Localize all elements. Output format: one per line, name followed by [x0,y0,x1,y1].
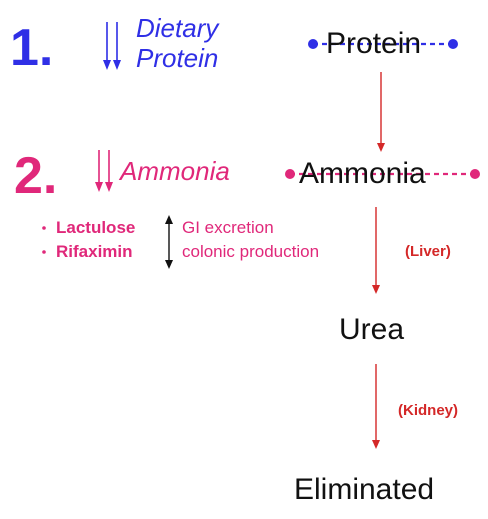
ammonia-strike [285,169,480,179]
pathway-arrow [372,364,380,449]
organ-kidney: (Kidney) [398,402,458,419]
node-urea: Urea [339,313,405,346]
node-protein: Protein [326,27,422,60]
step2-number: 2. [14,147,58,205]
step1-decrease-arrows [103,22,121,70]
up-down-arrow [165,215,173,269]
treatment-effect-excretion: GI excretion [182,218,274,237]
step1-label-line1: Dietary [136,13,219,43]
protein-strike [308,39,458,49]
node-eliminated: Eliminated [294,473,435,506]
organ-liver: (Liver) [405,243,451,260]
treatment-drug-lactulose: Lactulose [56,218,136,237]
bullet-dot [42,226,46,230]
bullet-dot [42,250,46,254]
step1-number: 1. [10,19,54,77]
step1-label-line2: Protein [136,42,219,73]
pathway-arrow [372,207,380,294]
node-ammonia: Ammonia [299,157,426,190]
treatment-effect-production: colonic production [182,242,320,261]
step2-label: Ammonia [120,156,230,186]
step2-decrease-arrows [95,150,113,192]
pathway-arrow [377,72,385,152]
step1-label: Dietary Protein [136,13,219,74]
treatment-drug-rifaximin: Rifaximin [56,242,133,261]
